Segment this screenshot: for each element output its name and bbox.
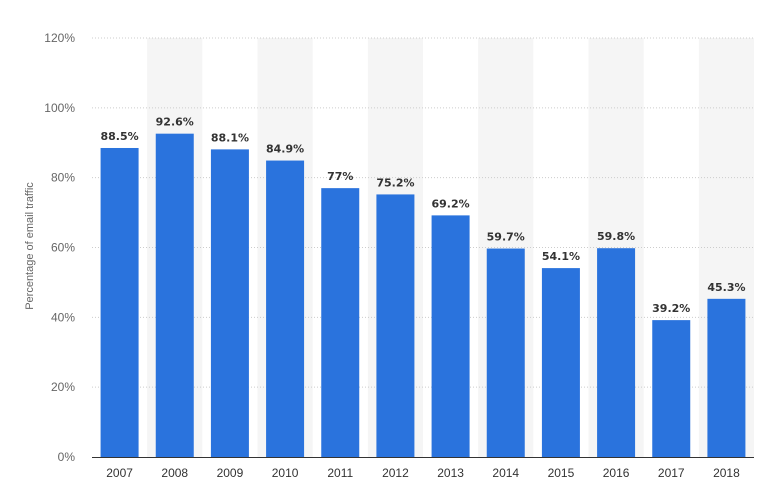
data-label-2016: 59.8%	[597, 230, 635, 243]
x-tick-label-2017: 2017	[658, 466, 685, 480]
bar-2012	[376, 194, 415, 457]
bar-2018	[707, 298, 746, 457]
y-axis-tick-labels: 0% 20% 40% 60% 80% 100% 120%	[44, 31, 75, 464]
y-axis-title: Percentage of email traffic	[24, 182, 36, 310]
x-tick-label-2015: 2015	[548, 466, 575, 480]
bar-2017	[652, 320, 691, 457]
data-label-2010: 84.9%	[266, 143, 304, 156]
x-tick-label-2010: 2010	[272, 466, 299, 480]
x-tick-label-2018: 2018	[713, 466, 740, 480]
bar-2007	[100, 147, 139, 458]
bar-2008	[155, 133, 194, 457]
data-label-2017: 39.2%	[652, 302, 690, 315]
bar-2014	[486, 248, 525, 457]
bar-2016	[597, 248, 636, 457]
x-tick-label-2014: 2014	[492, 466, 519, 480]
data-label-2007: 88.5%	[100, 130, 138, 143]
bar-data-labels: 88.5% 92.6% 88.1% 84.9% 77% 75.2% 69.2% 59.7% 54…	[100, 116, 745, 315]
data-label-2008: 92.6%	[156, 116, 194, 129]
x-tick-label-2013: 2013	[437, 466, 464, 480]
bar-2015	[541, 268, 580, 457]
bar-2011	[321, 188, 360, 457]
data-label-2009: 88.1%	[211, 131, 249, 144]
bars	[100, 133, 746, 458]
x-tick-label-2008: 2008	[161, 466, 188, 480]
bar-2013	[431, 215, 470, 457]
data-label-2015: 54.1%	[542, 250, 580, 263]
x-tick-label-2016: 2016	[603, 466, 630, 480]
y-tick-label-80: 80%	[51, 171, 75, 185]
y-tick-label-0: 0%	[58, 450, 76, 464]
y-tick-label-120: 120%	[44, 31, 75, 45]
x-tick-label-2012: 2012	[382, 466, 409, 480]
data-label-2014: 59.7%	[487, 231, 525, 244]
bar-2009	[210, 149, 249, 458]
data-label-2018: 45.3%	[707, 281, 745, 294]
bar-2010	[266, 160, 305, 457]
x-tick-label-2009: 2009	[217, 466, 244, 480]
data-label-2012: 75.2%	[376, 176, 414, 189]
y-tick-label-100: 100%	[44, 101, 75, 115]
data-label-2011: 77%	[327, 170, 353, 183]
x-tick-label-2007: 2007	[106, 466, 133, 480]
data-label-2013: 69.2%	[431, 197, 469, 210]
y-tick-label-20: 20%	[51, 380, 75, 394]
x-axis-tick-labels: 2007 2008 2009 2010 2011 2012 2013 2014 2015 2016…	[106, 466, 740, 480]
x-tick-label-2011: 2011	[327, 466, 353, 480]
horizontal-gridlines	[92, 37, 754, 388]
y-tick-label-60: 60%	[51, 241, 75, 255]
y-tick-label-40: 40%	[51, 310, 75, 324]
